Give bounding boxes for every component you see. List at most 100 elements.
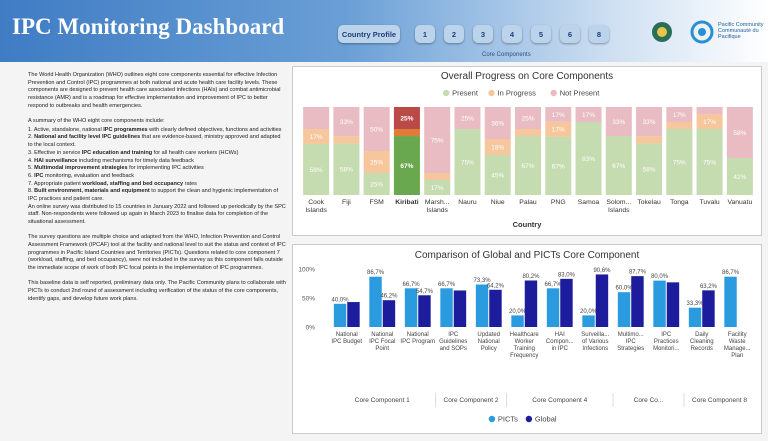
header-banner: IPC Monitoring Dashboard Core Components… <box>0 0 768 62</box>
value-label: 50% <box>370 127 383 134</box>
bold-text: National and facility level IPC guidelin… <box>34 134 141 141</box>
nav-button[interactable]: 4 <box>502 25 522 43</box>
bar-segment <box>303 143 330 195</box>
legend-label: In Progress <box>498 89 537 98</box>
x-tick-label: FSM <box>369 199 384 206</box>
bar <box>453 290 467 327</box>
progress-chart: Overall Progress on Core Components Prese… <box>303 71 753 229</box>
bar-segment <box>666 129 693 195</box>
crest-center <box>657 27 667 37</box>
nav-button[interactable]: 1 <box>415 25 435 43</box>
text: for implementing IPC activities <box>127 165 204 172</box>
value-label: 66,7% <box>403 282 421 288</box>
paragraph: The survey questions are multiple choice… <box>28 234 286 272</box>
nav-button[interactable]: 5 <box>531 25 551 43</box>
nav-button[interactable]: Country Profile <box>338 25 400 43</box>
list-item: 2. National and facility level IPC guide… <box>28 134 286 149</box>
bar <box>631 276 644 327</box>
bar-segment <box>303 129 330 144</box>
bar <box>524 280 538 327</box>
bar-segment <box>393 129 420 137</box>
bold-text: Multimodal improvement strategies <box>34 165 128 172</box>
logos <box>652 20 714 44</box>
nav-button[interactable]: 8 <box>589 25 609 43</box>
bar <box>382 300 396 327</box>
x-tick-label: Daily Cleaning Records <box>690 332 714 352</box>
value-label: 20,0% <box>580 309 598 315</box>
list-item: 3. Effective in service IPC education an… <box>28 150 286 158</box>
bar-segment <box>605 136 632 195</box>
value-label: 58% <box>310 167 323 174</box>
legend-label: Global <box>535 415 557 424</box>
value-label: 17% <box>552 127 565 134</box>
value-label: 17% <box>310 134 323 141</box>
bold-text: IPC education and training <box>81 149 153 156</box>
bar <box>511 315 524 327</box>
bar <box>546 288 560 327</box>
bar-segment <box>514 136 542 195</box>
value-label: 67% <box>400 163 413 170</box>
nav-caption: Core Components <box>482 52 531 58</box>
value-label: 66,7% <box>545 282 563 288</box>
value-label: 25% <box>400 116 413 123</box>
comparison-chart: Comparison of Global and PICTs Core Comp… <box>298 250 751 424</box>
x-tick-label: National IPC Focal Point <box>369 332 395 352</box>
dashboard-title: IPC Monitoring Dashboard <box>12 14 285 39</box>
value-label: 17% <box>431 185 444 192</box>
text: 1. Active, standalone, national <box>28 126 104 133</box>
bar-segment <box>726 107 753 159</box>
nav-button[interactable]: 6 <box>560 25 580 43</box>
text: rates <box>183 180 197 187</box>
bold-text: IPC <box>34 172 44 179</box>
x-tick-label: HAI Compon... in IPC <box>546 332 574 352</box>
bar-segment <box>363 151 390 173</box>
intro-text: The World Health Organization (WHO) outl… <box>28 72 286 311</box>
legend-marker <box>488 415 496 423</box>
bar <box>333 303 347 327</box>
value-label: 33,3% <box>687 301 705 307</box>
value-label: 86,7% <box>722 270 740 276</box>
text: 4. <box>28 157 35 164</box>
nav-button[interactable]: 3 <box>473 25 493 43</box>
legend-label: Present <box>452 89 479 98</box>
x-tick-label: Niue <box>491 199 505 206</box>
value-label: 73,3% <box>474 278 492 284</box>
x-tick-label: National IPC Program <box>400 332 435 345</box>
value-label: 17% <box>673 112 686 119</box>
spc-logo-center <box>698 28 706 36</box>
legend-label: PICTs <box>498 415 518 424</box>
x-tick-label: Palau <box>519 199 537 206</box>
value-label: 75% <box>461 160 474 167</box>
org-name: Pacific Community Communauté du Pacifiqu… <box>718 22 768 40</box>
value-label: 58% <box>643 167 656 174</box>
value-label: 67% <box>521 163 534 170</box>
x-tick-label: Nauru <box>458 199 477 206</box>
text: 8. <box>28 188 35 195</box>
bar-segment <box>545 121 572 137</box>
list-item: 8. Built environment, materials and equi… <box>28 188 286 203</box>
list-item: 4. HAI surveillance including mechanisms… <box>28 158 286 166</box>
value-label: 46,2% <box>380 294 398 300</box>
bar <box>560 278 573 327</box>
bar <box>475 284 489 327</box>
value-label: 80,0% <box>651 274 669 280</box>
legend-marker <box>488 89 495 97</box>
group-label: Core Co... <box>634 397 664 404</box>
value-label: 17% <box>552 112 565 119</box>
bar-segment <box>545 107 572 122</box>
bar <box>440 288 453 327</box>
text: 2. <box>28 134 35 141</box>
bar-segment <box>545 136 572 195</box>
value-label: 45% <box>491 173 504 180</box>
x-tick-label: Multimo... IPC Strategies <box>617 332 644 352</box>
y-tick-label: 0% <box>306 325 316 332</box>
value-label: 54,7% <box>416 289 434 295</box>
bar-segment <box>363 107 390 151</box>
paragraph: A summary of the WHO eight core componen… <box>28 118 165 125</box>
nav-button[interactable]: 2 <box>444 25 464 43</box>
org-line: Pacific Community <box>718 22 764 28</box>
x-tick-label: Tonga <box>670 199 689 206</box>
text: with clearly defined objectives, functio… <box>147 126 282 133</box>
bar-segment <box>393 136 420 195</box>
bar <box>595 274 609 327</box>
